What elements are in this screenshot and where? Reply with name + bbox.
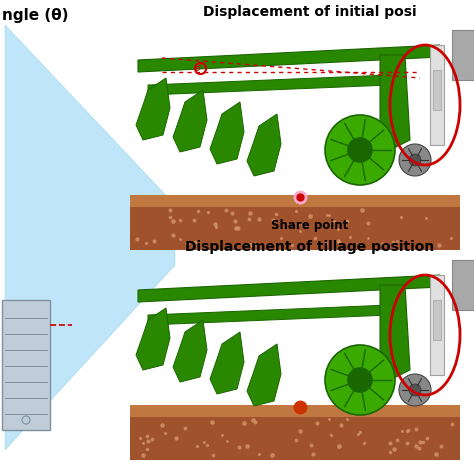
Polygon shape xyxy=(210,332,244,394)
Bar xyxy=(130,405,460,417)
Polygon shape xyxy=(380,285,410,380)
Polygon shape xyxy=(173,90,207,152)
Polygon shape xyxy=(136,308,170,370)
Bar xyxy=(433,70,441,110)
Polygon shape xyxy=(380,55,410,150)
Text: Displacement of tillage position: Displacement of tillage position xyxy=(185,240,435,254)
Bar xyxy=(433,300,441,340)
Circle shape xyxy=(409,384,421,396)
Text: Share point: Share point xyxy=(272,219,348,232)
Bar xyxy=(430,45,444,145)
Polygon shape xyxy=(136,78,170,140)
Bar xyxy=(2,300,50,430)
Circle shape xyxy=(409,154,421,166)
Polygon shape xyxy=(210,102,244,164)
Text: ngle (θ): ngle (θ) xyxy=(2,8,69,23)
Bar xyxy=(130,195,460,250)
Polygon shape xyxy=(247,344,281,406)
Bar xyxy=(130,405,460,460)
Circle shape xyxy=(348,368,372,392)
Polygon shape xyxy=(148,305,390,325)
Circle shape xyxy=(399,144,431,176)
Polygon shape xyxy=(138,45,440,72)
Bar xyxy=(452,30,474,80)
Polygon shape xyxy=(148,75,390,95)
Circle shape xyxy=(348,138,372,162)
Text: $\theta$: $\theta$ xyxy=(194,61,202,73)
Circle shape xyxy=(399,374,431,406)
Polygon shape xyxy=(247,114,281,176)
Circle shape xyxy=(325,115,395,185)
Polygon shape xyxy=(138,275,440,302)
Circle shape xyxy=(325,345,395,415)
Text: Displacement of initial posi: Displacement of initial posi xyxy=(203,5,417,19)
Bar xyxy=(452,260,474,310)
Bar xyxy=(430,275,444,375)
Circle shape xyxy=(22,416,30,424)
Polygon shape xyxy=(173,320,207,382)
Polygon shape xyxy=(5,25,175,450)
Bar xyxy=(130,195,460,207)
